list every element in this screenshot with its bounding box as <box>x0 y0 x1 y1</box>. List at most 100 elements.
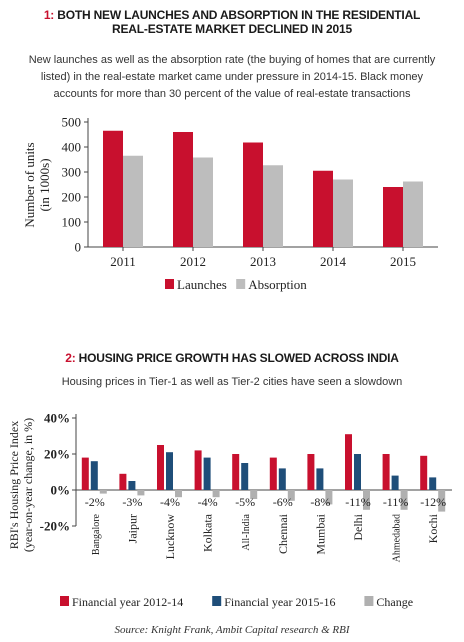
chart2-bar-change <box>400 490 408 510</box>
chart1-bar-absorption <box>403 181 423 247</box>
chart2-ytick-label: 40% <box>44 411 70 426</box>
chart2-category-label: Delhi <box>351 513 365 540</box>
chart2-bar-financial-year-2015-16 <box>90 461 98 490</box>
chart2-bar-change <box>325 490 333 505</box>
chart2-category-label: Mumbai <box>313 513 327 554</box>
chart2-bar-financial-year-2012-14 <box>232 454 240 490</box>
chart2-bar-financial-year-2012-14 <box>269 457 277 490</box>
chart1-xtick-label: 2014 <box>320 254 347 269</box>
chart2-bar-financial-year-2015-16 <box>354 454 361 490</box>
chart1-title-text: BOTH NEW LAUNCHES AND ABSORPTION IN THE … <box>57 8 421 36</box>
chart2-legend-label: Financial year 2015-16 <box>224 595 335 609</box>
chart2-bar-change <box>250 490 258 499</box>
chart2-ylabel-line: RBI's Housing Price Index <box>7 421 21 549</box>
chart1-ytick-label: 500 <box>62 115 82 130</box>
chart2-category-label: Chennai <box>276 513 290 554</box>
chart2-legend-swatch <box>212 596 222 606</box>
chart1-bar-launches <box>383 187 403 247</box>
chart1-ylabel-line: Number of units <box>22 142 37 227</box>
chart1-xtick-label: 2011 <box>110 254 136 269</box>
chart2-bar-financial-year-2015-16 <box>203 457 211 490</box>
chart2-bar-change <box>99 490 107 494</box>
chart1-title: 1: BOTH NEW LAUNCHES AND ABSORPTION IN T… <box>40 8 424 36</box>
chart2-legend-label: Financial year 2012-14 <box>72 595 183 609</box>
chart1-svg: Number of units(in 1000s) 0 100 200 300 400 50… <box>22 115 438 292</box>
chart1-ytick-label: 200 <box>62 190 82 205</box>
chart1-bar-launches <box>243 142 263 247</box>
chart1-number: 1: <box>43 8 55 22</box>
chart2-bar-financial-year-2015-16 <box>316 468 324 490</box>
chart2-bar-change <box>438 490 446 512</box>
chart2-category-label: Lucknow <box>163 514 177 560</box>
chart1-legend-swatch <box>165 279 174 289</box>
chart2-bar-financial-year-2015-16 <box>128 481 136 490</box>
chart2-bar-financial-year-2015-16 <box>241 463 249 490</box>
chart1-bar-launches <box>173 132 193 247</box>
chart1-xtick-label: 2013 <box>250 254 276 269</box>
chart2-category-label: Bangalore <box>91 513 102 555</box>
chart1-ytick-label: 300 <box>62 165 82 180</box>
chart2-bar-financial-year-2015-16 <box>278 468 286 490</box>
chart2-bar-financial-year-2012-14 <box>119 473 127 490</box>
chart1-ytick-label: 0 <box>75 240 82 255</box>
chart2-bar-financial-year-2012-14 <box>345 434 352 490</box>
chart2-bar-financial-year-2015-16 <box>391 475 399 490</box>
chart2-bar-financial-year-2012-14 <box>382 454 390 490</box>
chart2-ylabel: RBI's Housing Price Index(year-on-year c… <box>7 418 35 552</box>
chart2-bar-change <box>137 490 145 496</box>
chart2-legend-swatch <box>60 596 69 606</box>
chart2-bar-change <box>212 490 220 498</box>
chart2-title-text: HOUSING PRICE GROWTH HAS SLOWED ACROSS I… <box>78 351 399 365</box>
chart2-change-label: -11% <box>345 495 371 509</box>
chart2-change-label: -3% <box>122 495 142 509</box>
chart2-category-label: All-India <box>241 513 252 550</box>
chart2-change-label: -4% <box>160 495 180 509</box>
chart2-ylabel-line: (year-on-year change, in %) <box>21 418 35 552</box>
chart1-bar-absorption <box>263 165 283 247</box>
chart2-category-label: Kochi <box>426 513 440 543</box>
chart2-number: 2: <box>65 351 76 365</box>
chart1-xtick-label: 2012 <box>180 254 206 269</box>
chart1-ylabel: Number of units(in 1000s) <box>22 142 52 227</box>
chart2-bar-financial-year-2012-14 <box>307 454 315 490</box>
chart2-category-label: Kolkata <box>201 513 215 552</box>
chart2-legend-label: Change <box>376 595 413 609</box>
chart1-ylabel-line: (in 1000s) <box>37 158 52 211</box>
chart1-bar-absorption <box>333 179 353 247</box>
chart2-change-label: -12% <box>420 495 446 509</box>
chart1-bar-launches <box>313 170 333 247</box>
chart2-bar-change <box>175 490 182 498</box>
chart2-bar-change <box>287 490 295 501</box>
chart2-bar-financial-year-2012-14 <box>157 445 164 490</box>
chart2-ytick-label: -20% <box>40 519 70 534</box>
chart2-change-label: -6% <box>273 495 293 509</box>
source-note: Source: Knight Frank, Ambit Capital rese… <box>114 624 350 636</box>
chart1-ytick-label: 400 <box>62 140 82 155</box>
chart2-bar-financial-year-2012-14 <box>81 457 89 490</box>
chart2-subtitle: Housing prices in Tier-1 as well as Tier… <box>61 376 403 388</box>
chart1-legend-label: Launches <box>177 277 227 292</box>
chart1-subtitle: New launches as well as the absorption r… <box>28 54 436 100</box>
chart2-svg: RBI's Housing Price Index(year-on-year c… <box>7 411 452 609</box>
chart2-title: 2: HOUSING PRICE GROWTH HAS SLOWED ACROS… <box>20 351 444 365</box>
chart1-bar-absorption <box>123 155 143 247</box>
chart2-change-label: -4% <box>198 495 218 509</box>
chart1-xtick-label: 2015 <box>390 254 416 269</box>
chart2-bar-change <box>363 490 370 510</box>
chart2-ytick-label: 20% <box>44 447 70 462</box>
chart2-change-label: -5% <box>235 495 255 509</box>
chart2-change-label: -2% <box>85 495 105 509</box>
chart2-ytick-label: 0% <box>51 483 71 498</box>
chart1-bar-launches <box>103 130 123 247</box>
chart2-category-label: Jaipur <box>125 514 139 543</box>
chart2-change-label: -8% <box>310 495 330 509</box>
chart1-bar-absorption <box>193 157 213 247</box>
chart2-legend-swatch <box>364 596 374 606</box>
chart2-change-label: -11% <box>383 495 409 509</box>
chart1-legend-swatch <box>236 279 246 289</box>
chart2-bar-financial-year-2015-16 <box>166 452 173 490</box>
chart2-bar-financial-year-2015-16 <box>429 477 437 490</box>
chart2-category-label: Ahmedabad <box>392 514 403 562</box>
chart1-legend-label: Absorption <box>248 277 307 292</box>
